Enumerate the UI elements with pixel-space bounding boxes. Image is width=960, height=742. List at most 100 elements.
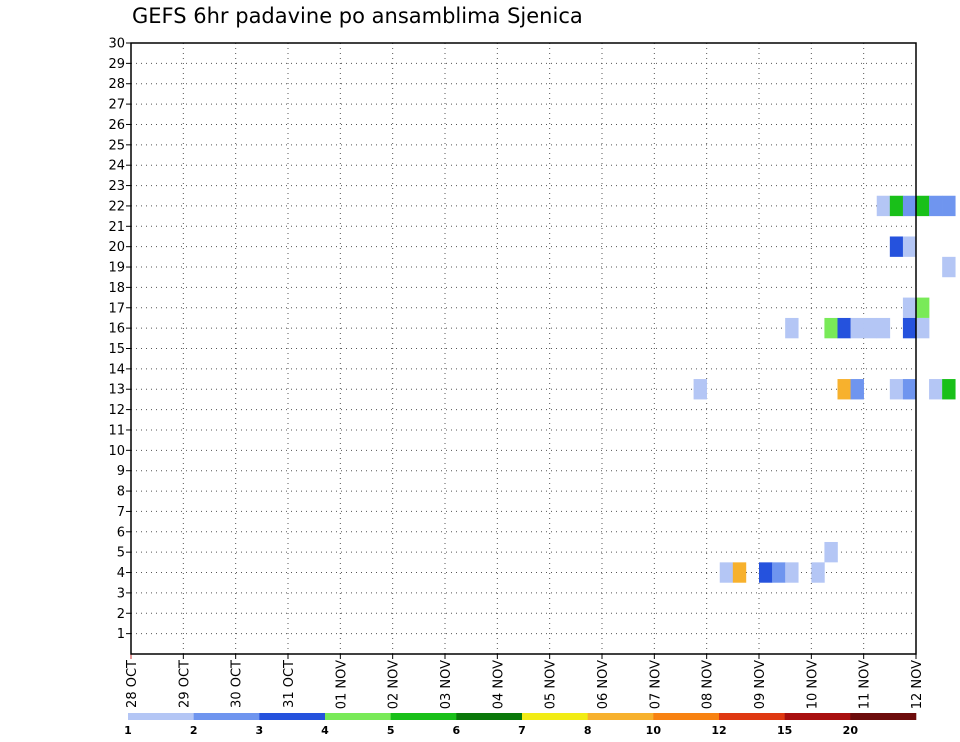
colorbar-swatch (325, 713, 391, 720)
y-tick-label: 5 (117, 546, 125, 561)
colorbar-label: 10 (646, 724, 662, 737)
data-cell (850, 379, 864, 400)
chart-title: GEFS 6hr padavine po ansamblima Sjenica (132, 4, 583, 28)
data-cell (902, 236, 917, 257)
data-cell (863, 317, 878, 339)
data-cells (693, 195, 956, 583)
x-tick-label: 11 NOV (858, 660, 873, 709)
x-tick-label: 05 NOV (544, 660, 559, 709)
colorbar-label: 8 (584, 724, 592, 737)
y-tick-label: 7 (117, 505, 125, 520)
y-tick-label: 6 (117, 525, 125, 540)
x-tick-label: 31 OCT (282, 660, 297, 708)
data-cell (785, 317, 799, 339)
data-cell (902, 317, 917, 339)
colorbar-label: 6 (453, 724, 461, 737)
colorbar-swatch (522, 713, 588, 720)
y-tick-label: 29 (108, 57, 125, 72)
y-tick-label: 27 (108, 98, 125, 113)
data-cell (824, 317, 838, 339)
x-tick-label: 06 NOV (596, 660, 611, 709)
data-cell (811, 562, 825, 583)
y-axis: 1234567891011121314151617181920212223242… (108, 37, 131, 642)
colorbar-swatch (784, 713, 851, 720)
y-tick-label: 26 (108, 118, 125, 133)
data-cell (942, 379, 956, 400)
data-cell (719, 562, 734, 583)
y-tick-label: 20 (108, 240, 125, 255)
colorbar-label: 1 (124, 724, 132, 737)
x-tick-label: 01 NOV (334, 660, 349, 709)
x-tick-label: 10 NOV (805, 660, 820, 709)
y-tick-label: 18 (108, 281, 125, 296)
colorbar-swatch (850, 713, 917, 720)
x-tick-label: 29 OCT (177, 660, 192, 708)
colorbar-label: 7 (518, 724, 526, 737)
x-tick-label: 30 OCT (230, 660, 245, 708)
x-tick-label: 07 NOV (648, 660, 663, 709)
y-tick-label: 23 (108, 179, 125, 194)
x-tick-label: 08 NOV (701, 660, 716, 709)
data-cell (942, 195, 956, 217)
y-tick-label: 17 (108, 301, 125, 316)
plot-frame (130, 42, 917, 655)
data-cell (929, 379, 943, 400)
data-cell (732, 562, 747, 583)
y-tick-label: 16 (108, 322, 125, 337)
data-cell (889, 236, 904, 257)
data-cell (916, 195, 930, 217)
data-cell (785, 562, 799, 583)
y-tick-label: 15 (108, 342, 125, 357)
colorbar-label: 20 (843, 724, 859, 737)
colorbar-swatch (719, 713, 785, 720)
colorbar: 1 2 3 4 5 6 7 8 10 12 15 20 (124, 713, 917, 737)
colorbar-swatch (587, 713, 654, 720)
data-cell (837, 379, 851, 400)
y-tick-label: 24 (108, 159, 125, 174)
y-tick-label: 4 (117, 566, 125, 581)
y-tick-label: 12 (108, 403, 125, 418)
y-tick-label: 13 (108, 383, 125, 398)
y-tick-label: 11 (108, 423, 125, 438)
x-tick-label: 09 NOV (753, 660, 768, 709)
data-cell (889, 379, 904, 400)
y-tick-label: 14 (108, 362, 125, 377)
x-tick-label: 02 NOV (387, 660, 402, 709)
data-cell (889, 195, 904, 217)
data-cell (693, 379, 707, 400)
y-tick-label: 9 (117, 464, 125, 479)
data-cell (942, 256, 956, 278)
colorbar-swatch (390, 713, 457, 720)
data-cell (759, 562, 773, 583)
data-cell (902, 195, 917, 217)
colorbar-swatch (456, 713, 523, 720)
data-cell (850, 317, 864, 339)
data-cell (929, 195, 943, 217)
y-tick-label: 25 (108, 138, 125, 153)
x-tick-label: 04 NOV (491, 660, 506, 709)
data-cell (876, 317, 891, 339)
colorbar-label: 2 (190, 724, 198, 737)
data-cell (876, 195, 891, 217)
x-tick-label: 03 NOV (439, 660, 454, 709)
y-tick-label: 3 (117, 586, 125, 601)
y-tick-label: 28 (108, 77, 125, 92)
x-tick-label: 28 OCT (125, 660, 140, 708)
data-cell (916, 297, 930, 318)
colorbar-label: 4 (321, 724, 329, 737)
y-tick-label: 8 (117, 485, 125, 500)
y-tick-label: 22 (108, 199, 125, 214)
y-tick-label: 1 (117, 627, 125, 642)
colorbar-label: 5 (387, 724, 395, 737)
colorbar-swatch (259, 713, 326, 720)
colorbar-label: 12 (711, 724, 726, 737)
colorbar-label: 3 (256, 724, 264, 737)
colorbar-swatch (128, 713, 194, 720)
y-tick-label: 10 (108, 444, 125, 459)
data-cell (772, 562, 786, 583)
y-tick-label: 2 (117, 607, 125, 622)
x-tick-label: 12 NOV (910, 660, 925, 709)
data-cell (824, 541, 838, 563)
colorbar-label: 15 (777, 724, 792, 737)
